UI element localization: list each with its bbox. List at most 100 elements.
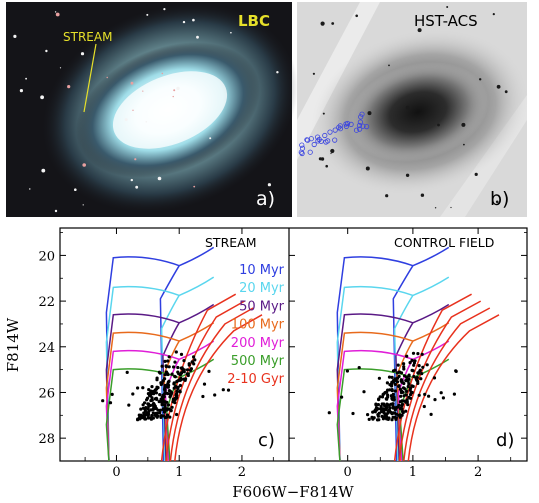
stream-star-marker (356, 122, 363, 129)
star-point (131, 392, 135, 396)
star-point (374, 403, 378, 407)
isochrone-20-myr (336, 276, 450, 461)
y-tick-label: 24 (38, 341, 55, 356)
star-point (423, 392, 427, 396)
star-point (393, 415, 397, 419)
star-point (378, 395, 382, 399)
field-star (230, 31, 232, 34)
star-point (407, 395, 411, 399)
star-point (407, 377, 411, 381)
star-point (385, 390, 389, 394)
star-point (409, 390, 413, 394)
star-point (374, 406, 379, 410)
star-point (166, 385, 170, 389)
field-star (13, 34, 17, 39)
field-star (450, 206, 452, 209)
star-point (405, 389, 409, 393)
star-point (411, 351, 416, 355)
star-point (422, 404, 426, 409)
field-star (130, 81, 134, 85)
star-point (172, 382, 176, 386)
star-point (415, 378, 419, 382)
star-point (400, 407, 404, 411)
field-star (146, 13, 149, 16)
legend-entry: 20 Myr (239, 281, 285, 296)
star-point (182, 377, 186, 381)
field-star (322, 112, 325, 115)
field-star (417, 28, 422, 33)
stream-star-marker (332, 137, 338, 143)
star-point (144, 406, 148, 410)
star-point (221, 388, 225, 392)
star-point (389, 402, 393, 406)
star-point (387, 375, 392, 379)
panel-a-image: STREAM LBC a) (6, 2, 298, 217)
star-point (411, 369, 415, 373)
panel-b-image: HST-ACS b) (297, 2, 529, 217)
star-point (171, 400, 175, 404)
star-point (340, 395, 344, 399)
field-star (142, 90, 144, 92)
star-point (158, 371, 162, 375)
field-star (446, 6, 449, 8)
star-point (145, 411, 149, 415)
star-point (186, 372, 190, 376)
y-tick-label: 20 (38, 249, 55, 264)
star-point (385, 406, 389, 410)
stream-star-marker (336, 124, 342, 130)
age-legend: 10 Myr 20 Myr 50 Myr 100 Myr 200 Myr 500 Myr 2… (227, 263, 284, 387)
star-point (425, 363, 429, 367)
star-point (202, 382, 207, 386)
star-point (382, 409, 386, 413)
stream-region-markers (298, 111, 370, 157)
star-point (142, 411, 146, 415)
panel-b-stars (312, 6, 508, 209)
field-star (385, 194, 389, 198)
star-point (161, 393, 165, 397)
stream-star-marker (318, 138, 324, 144)
panel-a-label: a) (256, 188, 275, 210)
star-point (388, 388, 392, 392)
stream-star-marker (332, 127, 338, 133)
star-point (152, 403, 156, 407)
star-point (402, 374, 407, 378)
star-point (410, 358, 414, 362)
star-point (154, 414, 158, 418)
star-point (172, 386, 176, 390)
star-point (362, 390, 366, 394)
field-star (492, 13, 495, 16)
x-tick-label: 1 (175, 465, 183, 480)
star-point (401, 410, 405, 414)
star-point (377, 398, 381, 402)
stream-star-marker (314, 134, 321, 140)
star-point (176, 385, 180, 389)
star-point (386, 417, 390, 421)
star-point (405, 354, 409, 358)
panel-c-plot (101, 246, 263, 461)
panel-d-label: d) (496, 430, 514, 451)
star-point (108, 401, 113, 405)
field-star (479, 78, 482, 81)
panel-c-label: c) (258, 430, 275, 451)
star-point (404, 400, 408, 404)
star-point (393, 382, 397, 386)
star-point (399, 389, 404, 393)
star-point (169, 393, 173, 397)
star-point (201, 394, 205, 399)
star-point (166, 359, 170, 363)
field-star (192, 18, 195, 22)
legend-entry: 10 Myr (239, 263, 285, 278)
star-point (150, 385, 154, 389)
field-star (59, 67, 62, 69)
star-point (163, 359, 167, 363)
panel-c-title: STREAM (205, 235, 257, 250)
star-point (188, 368, 193, 372)
field-star (45, 49, 48, 53)
star-point (148, 416, 153, 420)
legend-entry: 100 Myr (231, 318, 285, 333)
star-point (127, 403, 131, 407)
stream-star-marker (337, 123, 343, 129)
star-point (158, 408, 162, 412)
star-point (179, 376, 183, 380)
